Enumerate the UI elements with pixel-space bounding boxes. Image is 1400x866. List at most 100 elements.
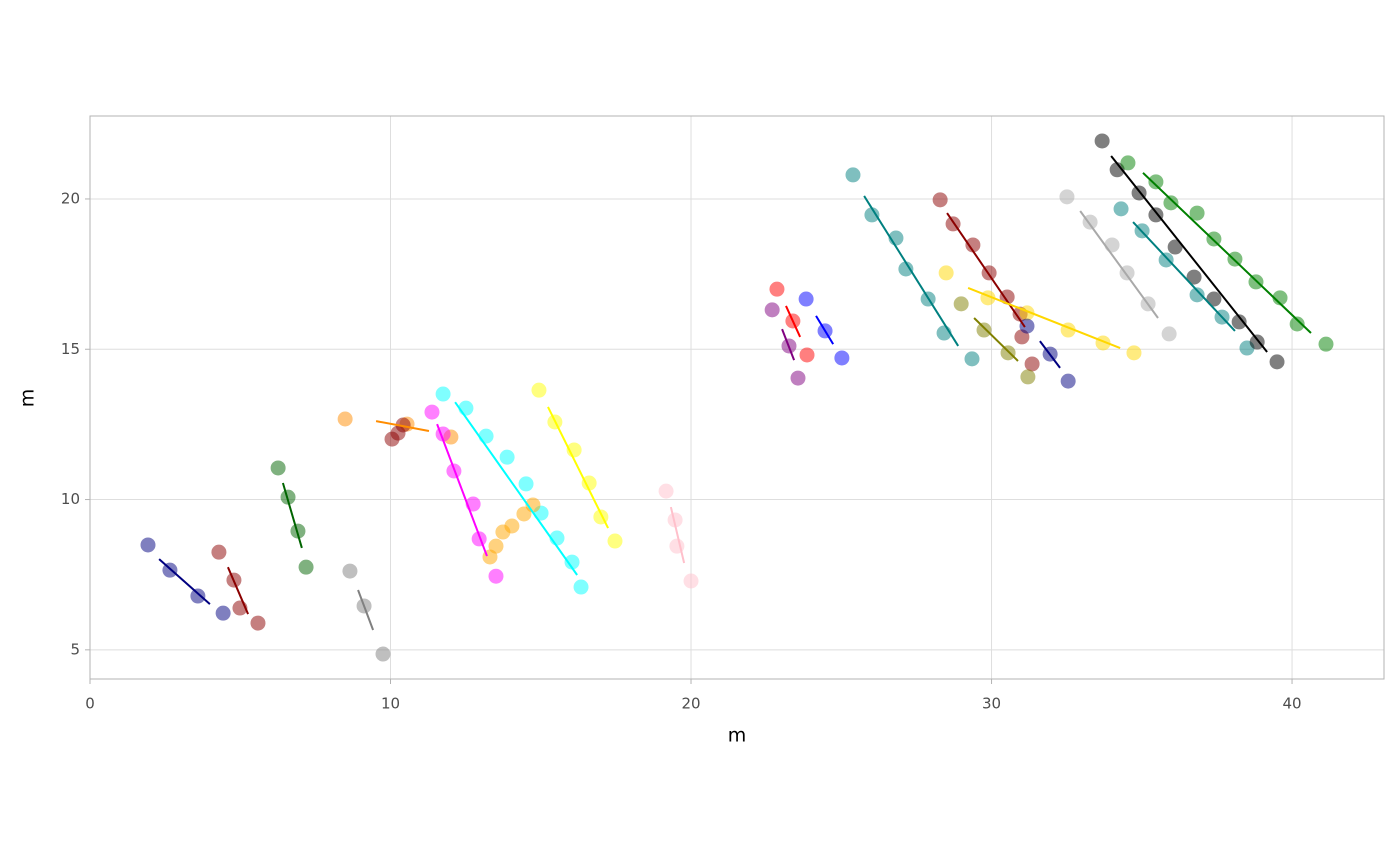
point bbox=[190, 588, 206, 604]
x-tick-label: 20 bbox=[681, 695, 700, 713]
point bbox=[375, 646, 391, 662]
point bbox=[1318, 336, 1334, 352]
point bbox=[769, 281, 785, 297]
fit-line bbox=[863, 195, 960, 347]
point bbox=[1109, 162, 1125, 178]
point bbox=[488, 568, 504, 584]
point bbox=[834, 350, 850, 366]
fit-line bbox=[547, 406, 609, 529]
y-tick-label: 5 bbox=[70, 640, 80, 658]
point bbox=[1019, 318, 1035, 334]
point bbox=[458, 400, 474, 416]
point bbox=[1060, 373, 1076, 389]
point bbox=[435, 386, 451, 402]
point bbox=[1189, 287, 1205, 303]
fit-line bbox=[227, 566, 249, 615]
fit-line bbox=[1142, 172, 1312, 334]
point bbox=[1161, 326, 1177, 342]
point bbox=[953, 296, 969, 312]
point bbox=[531, 382, 547, 398]
point bbox=[1120, 155, 1136, 171]
x-tick-label: 40 bbox=[1282, 695, 1301, 713]
point bbox=[1020, 369, 1036, 385]
point bbox=[1126, 345, 1142, 361]
fit-line bbox=[669, 506, 686, 564]
point bbox=[845, 167, 861, 183]
y-axis-title: m bbox=[17, 389, 39, 408]
x-tick-label: 10 bbox=[381, 695, 400, 713]
point bbox=[211, 544, 227, 560]
point bbox=[1000, 345, 1016, 361]
point bbox=[1269, 354, 1285, 370]
fit-line bbox=[281, 482, 303, 549]
point bbox=[864, 207, 880, 223]
point bbox=[518, 476, 534, 492]
point bbox=[1024, 356, 1040, 372]
point bbox=[581, 475, 597, 491]
point bbox=[932, 192, 948, 208]
point bbox=[1158, 252, 1174, 268]
x-axis-title: m bbox=[728, 725, 747, 747]
point bbox=[1189, 205, 1205, 221]
point bbox=[799, 347, 815, 363]
point bbox=[1163, 195, 1179, 211]
point bbox=[1231, 314, 1247, 330]
fit-line bbox=[158, 558, 211, 605]
fit-line bbox=[967, 287, 1121, 349]
x-tick-label: 30 bbox=[982, 695, 1001, 713]
point bbox=[898, 261, 914, 277]
point bbox=[964, 351, 980, 367]
fit-line bbox=[946, 212, 1026, 328]
point bbox=[424, 404, 440, 420]
fit-line bbox=[973, 317, 1019, 362]
point bbox=[337, 411, 353, 427]
point bbox=[764, 302, 780, 318]
fit-line bbox=[357, 589, 375, 631]
point bbox=[298, 559, 314, 575]
point bbox=[1272, 290, 1288, 306]
point bbox=[790, 370, 806, 386]
fit-line bbox=[436, 423, 488, 557]
x-tick-label: 0 bbox=[85, 695, 95, 713]
point bbox=[938, 265, 954, 281]
point bbox=[573, 579, 589, 595]
point bbox=[607, 533, 623, 549]
point bbox=[140, 537, 156, 553]
point bbox=[504, 518, 520, 534]
point bbox=[1148, 174, 1164, 190]
fit-line bbox=[1079, 210, 1159, 319]
point bbox=[976, 322, 992, 338]
point bbox=[1167, 239, 1183, 255]
fit-line bbox=[375, 420, 430, 432]
point bbox=[478, 428, 494, 444]
point bbox=[342, 563, 358, 579]
point bbox=[798, 291, 814, 307]
point bbox=[667, 512, 683, 528]
fit-line bbox=[1039, 340, 1061, 369]
fit-line bbox=[785, 305, 802, 338]
point bbox=[1148, 207, 1164, 223]
point bbox=[658, 483, 674, 499]
point bbox=[395, 417, 411, 433]
point bbox=[999, 289, 1015, 305]
point bbox=[1059, 189, 1075, 205]
point bbox=[1104, 237, 1120, 253]
point bbox=[488, 538, 504, 554]
panel-border bbox=[89, 115, 1385, 680]
point bbox=[1206, 291, 1222, 307]
fit-line bbox=[781, 328, 796, 361]
fit-line bbox=[454, 401, 578, 576]
point bbox=[683, 573, 699, 589]
fit-line bbox=[815, 315, 835, 345]
point bbox=[1113, 201, 1129, 217]
point bbox=[564, 554, 580, 570]
point bbox=[965, 237, 981, 253]
point bbox=[1289, 316, 1305, 332]
fit-line bbox=[1132, 221, 1236, 332]
y-tick-label: 20 bbox=[61, 189, 80, 207]
y-tick-label: 15 bbox=[61, 340, 80, 358]
point bbox=[1186, 269, 1202, 285]
